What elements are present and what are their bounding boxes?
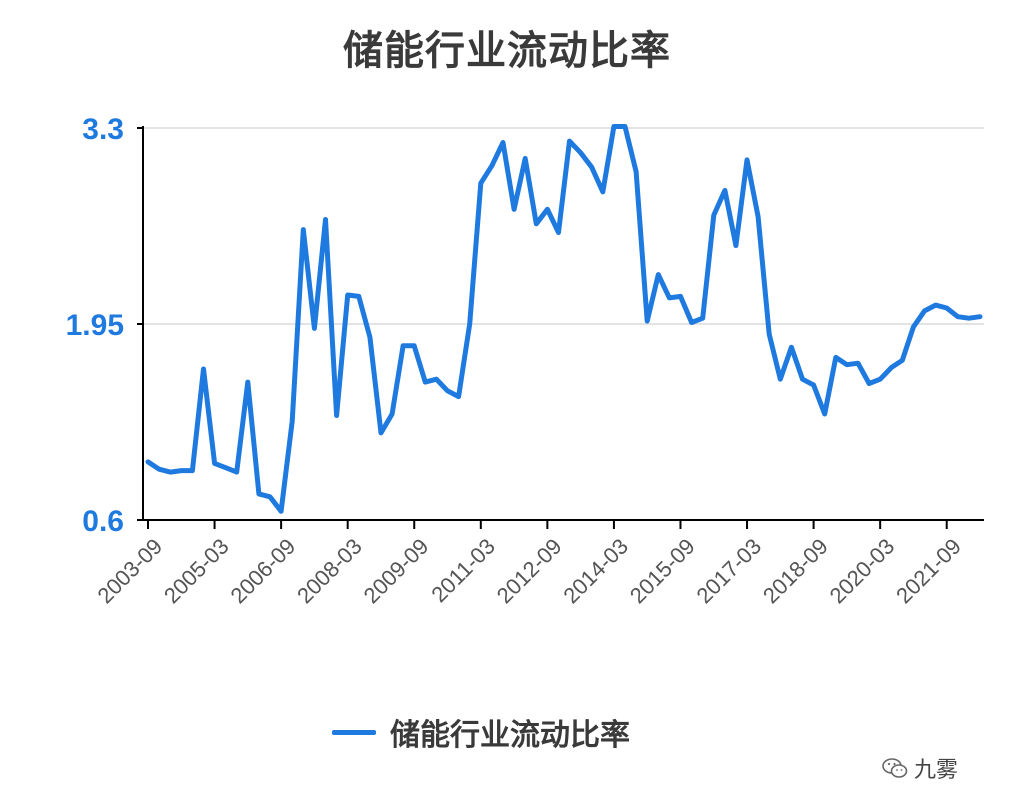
x-tick-label: 2003-09 [92, 534, 167, 609]
chart-plot: 0.61.953.3 2003-092005-032006-092008-032… [66, 113, 984, 609]
x-tick-label: 2017-03 [691, 534, 766, 609]
wechat-icon [882, 758, 908, 778]
y-tick-labels: 0.6 1.95 3.3 [66, 113, 124, 538]
legend: 储能行业流动比率 [332, 712, 630, 753]
grid-layer [143, 127, 984, 325]
watermark: 九雾 [882, 752, 958, 784]
series-line [145, 124, 983, 514]
x-tick-label: 2012-09 [492, 534, 567, 609]
x-tick-label: 2005-03 [159, 534, 234, 609]
legend-label: 储能行业流动比率 [390, 718, 630, 753]
legend-swatch [332, 729, 376, 735]
x-tick-label: 2014-03 [558, 534, 633, 609]
x-tick-label: 2006-09 [226, 534, 301, 609]
x-tick-label: 2021-09 [891, 534, 966, 609]
y-tick-label: 0.6 [82, 505, 124, 538]
x-tick-labels: 2003-092005-032006-092008-032009-092011-… [92, 534, 965, 609]
y-tick-label: 3.3 [82, 113, 124, 146]
x-tick-label: 2009-09 [359, 534, 434, 609]
x-tick-label: 2018-09 [758, 534, 833, 609]
y-tick-label: 1.95 [66, 309, 124, 342]
series-layer [145, 124, 983, 514]
x-tick-label: 2020-03 [825, 534, 900, 609]
chart-title: 储能行业流动比率 [343, 28, 671, 74]
axis-layer [137, 126, 984, 529]
watermark-text: 九雾 [914, 758, 959, 783]
x-tick-label: 2011-03 [426, 534, 500, 608]
x-tick-label: 2015-09 [625, 534, 700, 609]
x-tick-label: 2008-03 [292, 534, 367, 609]
